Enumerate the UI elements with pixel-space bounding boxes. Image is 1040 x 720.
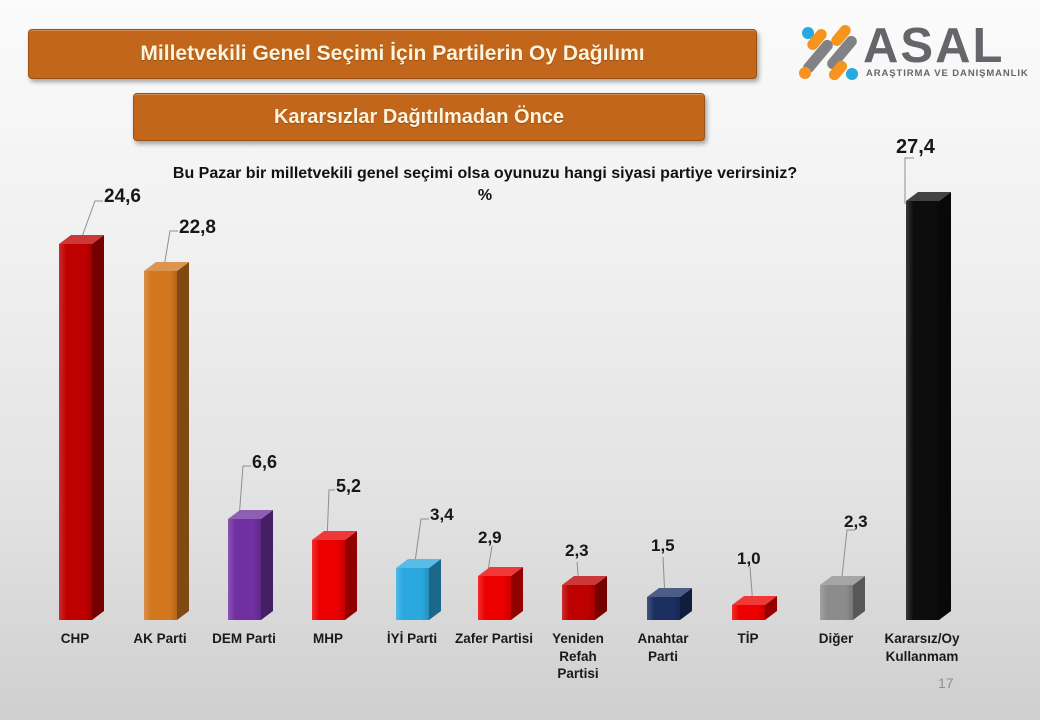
subtitle-text: Kararsızlar Dağıtılmadan Önce	[273, 105, 565, 128]
value-label-7: 1,5	[651, 536, 675, 555]
bar-front-0	[59, 244, 92, 620]
category-label-4: İYİ Parti	[386, 631, 438, 646]
asal-logo: ASAL ARAŞTIRMA VE DANIŞMANLIK	[797, 20, 1029, 92]
bar-side-0	[92, 234, 104, 620]
value-label-1: 22,8	[179, 217, 216, 238]
leader-line-4	[413, 518, 429, 570]
bar-side-4	[429, 558, 441, 620]
bar-side-2	[261, 509, 273, 620]
value-label-4: 3,4	[430, 505, 454, 524]
title-text: Milletvekili Genel Seçimi İçin Partileri…	[140, 42, 645, 65]
value-label-10: 27,4	[896, 136, 935, 158]
value-label-9: 2,3	[844, 512, 868, 531]
value-label-3: 5,2	[336, 476, 362, 496]
leader-line-0	[78, 200, 103, 246]
value-label-8: 1,0	[737, 549, 761, 568]
value-label-2: 6,6	[252, 452, 278, 472]
leader-line-10	[904, 157, 914, 204]
bar-front-6	[562, 585, 595, 620]
bar-front-1	[144, 271, 177, 620]
title-banner: Milletvekili Genel Seçimi İçin Partileri…	[28, 29, 757, 79]
percent-unit-label: %	[477, 187, 493, 204]
asal-logo-mark	[799, 25, 858, 81]
bar-front-5	[478, 576, 511, 620]
category-label-10: Kararsız/Oy Kullanmam	[884, 631, 960, 664]
bar-side-5	[511, 566, 523, 620]
category-label-3: MHP	[313, 631, 343, 646]
category-label-1: AK Parti	[133, 631, 187, 646]
leader-line-9	[840, 529, 855, 587]
asal-brand-text: ASAL	[863, 19, 1005, 73]
category-label-2: DEM Parti	[212, 631, 276, 646]
bar-front-2	[228, 519, 261, 620]
survey-question: Bu Pazar bir milletvekili genel seçimi o…	[172, 165, 798, 182]
category-label-8: TİP	[737, 631, 759, 646]
bar-front-9	[820, 585, 853, 620]
page-number: 17	[938, 675, 954, 691]
value-label-0: 24,6	[104, 186, 141, 207]
category-label-5: Zafer Partisi	[454, 631, 534, 646]
bar-front-10	[906, 201, 939, 620]
bar-front-4	[396, 568, 429, 620]
category-label-9: Diğer	[818, 631, 854, 646]
value-label-5: 2,9	[478, 528, 502, 547]
subtitle-banner: Kararsızlar Dağıtılmadan Önce	[133, 93, 705, 141]
leader-line-2	[238, 465, 251, 520]
bar-side-3	[345, 530, 357, 620]
bar-front-8	[732, 605, 765, 620]
category-label-0: CHP	[60, 631, 90, 646]
category-label-6: Yeniden Refah Partisi	[552, 631, 604, 682]
asal-tagline-text: ARAŞTIRMA VE DANIŞMANLIK	[866, 68, 1029, 79]
value-label-6: 2,3	[565, 541, 589, 560]
bar-side-1	[177, 261, 189, 620]
leader-line-3	[326, 489, 335, 542]
category-label-7: Anahtar Parti	[637, 631, 689, 664]
bar-front-3	[312, 540, 345, 620]
asal-wordmark: ASAL ARAŞTIRMA VE DANIŞMANLIK	[863, 20, 1029, 79]
bar-side-10	[939, 191, 951, 620]
bar-front-7	[647, 597, 680, 620]
